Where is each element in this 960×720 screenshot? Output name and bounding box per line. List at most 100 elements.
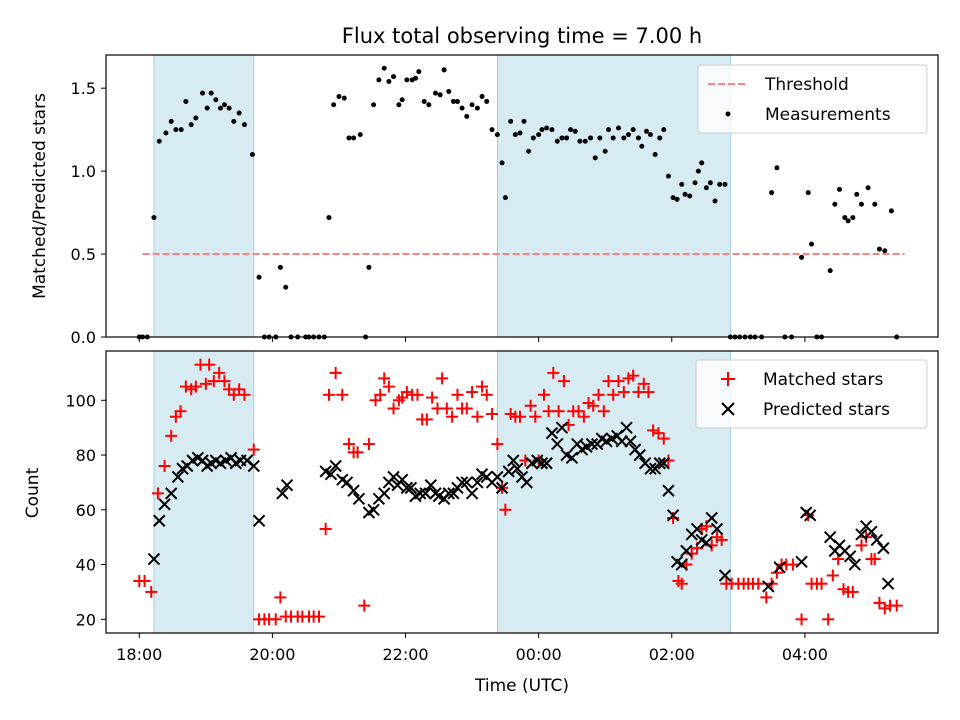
- measurement-point-83: [549, 127, 555, 133]
- matched-point-35: [322, 388, 335, 401]
- measurement-point-71: [494, 132, 500, 138]
- predicted-point-47: [442, 487, 455, 500]
- matched-point-12: [199, 377, 212, 390]
- matched-point-38: [342, 438, 355, 451]
- measurement-point-133: [799, 254, 805, 260]
- predicted-point-70: [555, 421, 569, 434]
- top-series-measurements: [136, 65, 900, 340]
- matched-point-94: [617, 386, 630, 399]
- measurement-point-130: [774, 165, 780, 171]
- matched-point-67: [486, 407, 499, 420]
- measurement-point-49: [391, 74, 397, 80]
- matched-point-96: [627, 369, 640, 382]
- measurement-point-16: [217, 105, 223, 111]
- predicted-point-22: [280, 478, 294, 492]
- bottom-legend-box: [695, 359, 928, 429]
- predicted-point-3: [165, 487, 178, 500]
- matched-point-128: [795, 613, 808, 626]
- measurement-point-112: [682, 191, 688, 197]
- measurement-point-121: [722, 181, 728, 187]
- predicted-point-92: [662, 484, 675, 497]
- measurement-point-146: [865, 185, 871, 191]
- measurement-point-50: [396, 102, 402, 108]
- matched-point-10: [189, 380, 202, 393]
- matched-point-100: [647, 424, 660, 437]
- matched-point-63: [466, 386, 479, 399]
- predicted-point-24: [324, 467, 338, 481]
- matched-point-75: [524, 399, 537, 412]
- predicted-point-33: [378, 487, 391, 500]
- matched-point-102: [657, 432, 670, 445]
- predicted-point-25: [329, 459, 342, 473]
- matched-point-142: [868, 553, 881, 566]
- predicted-point-2: [158, 498, 171, 511]
- measurement-point-148: [876, 246, 882, 252]
- matched-point-14: [207, 375, 220, 388]
- bottom-ytick-label-1: 40: [76, 556, 96, 575]
- measurement-point-3: [151, 215, 157, 221]
- predicted-point-69: [551, 437, 564, 451]
- measurement-point-85: [559, 135, 565, 141]
- matched-point-52: [411, 388, 424, 401]
- measurement-point-99: [625, 132, 631, 138]
- legend-threshold-label: Threshold: [764, 75, 849, 95]
- measurement-point-92: [592, 155, 598, 161]
- measurement-point-134: [805, 190, 811, 196]
- bottom-xtick-label-5: 04:00: [782, 645, 828, 664]
- predicted-point-103: [718, 569, 732, 582]
- measurement-point-145: [858, 201, 864, 207]
- measurement-point-69: [484, 98, 490, 104]
- matched-point-7: [174, 405, 187, 418]
- measurement-point-38: [336, 93, 342, 99]
- predicted-point-105: [773, 561, 786, 574]
- predicted-point-86: [633, 448, 647, 462]
- predicted-point-1: [153, 514, 166, 527]
- predicted-point-119: [877, 541, 890, 555]
- predicted-point-50: [455, 476, 469, 489]
- measurement-point-111: [679, 181, 685, 187]
- measurement-point-54: [413, 75, 419, 81]
- matched-point-20: [238, 388, 251, 401]
- predicted-point-104: [762, 580, 775, 593]
- predicted-point-120: [881, 577, 895, 590]
- measurement-point-89: [577, 138, 583, 144]
- measurement-point-79: [530, 135, 536, 141]
- predicted-point-51: [460, 476, 473, 489]
- measurement-point-119: [712, 198, 718, 204]
- matched-point-103: [662, 454, 675, 467]
- predicted-point-0: [147, 552, 161, 566]
- predicted-point-43: [424, 478, 438, 492]
- chart-title: Flux total observing time = 7.00 h: [342, 24, 702, 48]
- matched-point-73: [514, 410, 527, 423]
- measurement-point-20: [236, 110, 242, 116]
- measurement-point-47: [381, 65, 387, 71]
- measurement-point-91: [588, 135, 594, 141]
- measurement-point-17: [221, 102, 227, 108]
- measurement-point-51: [399, 97, 405, 103]
- predicted-point-102: [710, 522, 724, 536]
- matched-point-16: [218, 375, 231, 388]
- top-legend: Threshold Measurements: [697, 64, 928, 134]
- measurement-point-114: [692, 180, 698, 186]
- measurement-point-70: [489, 127, 495, 133]
- predicted-point-58: [495, 481, 509, 495]
- predicted-point-117: [865, 525, 878, 538]
- top-ytick-label-1: 0.5: [71, 245, 96, 264]
- measurement-point-5: [163, 130, 169, 136]
- measurement-point-76: [517, 130, 523, 136]
- measurement-point-101: [635, 135, 641, 141]
- predicted-point-72: [565, 451, 579, 464]
- matched-point-146: [890, 599, 903, 612]
- bottom-ytick-label-3: 80: [76, 446, 96, 465]
- measurement-point-57: [426, 102, 432, 108]
- matched-point-47: [387, 402, 400, 415]
- measurement-point-52: [404, 77, 410, 83]
- matched-point-81: [552, 405, 565, 418]
- matched-point-98: [637, 377, 650, 390]
- matched-point-1: [138, 574, 151, 587]
- predicted-point-91: [657, 457, 670, 470]
- measurement-point-21: [241, 122, 247, 128]
- predicted-point-100: [700, 536, 713, 549]
- measurement-point-22: [249, 152, 255, 158]
